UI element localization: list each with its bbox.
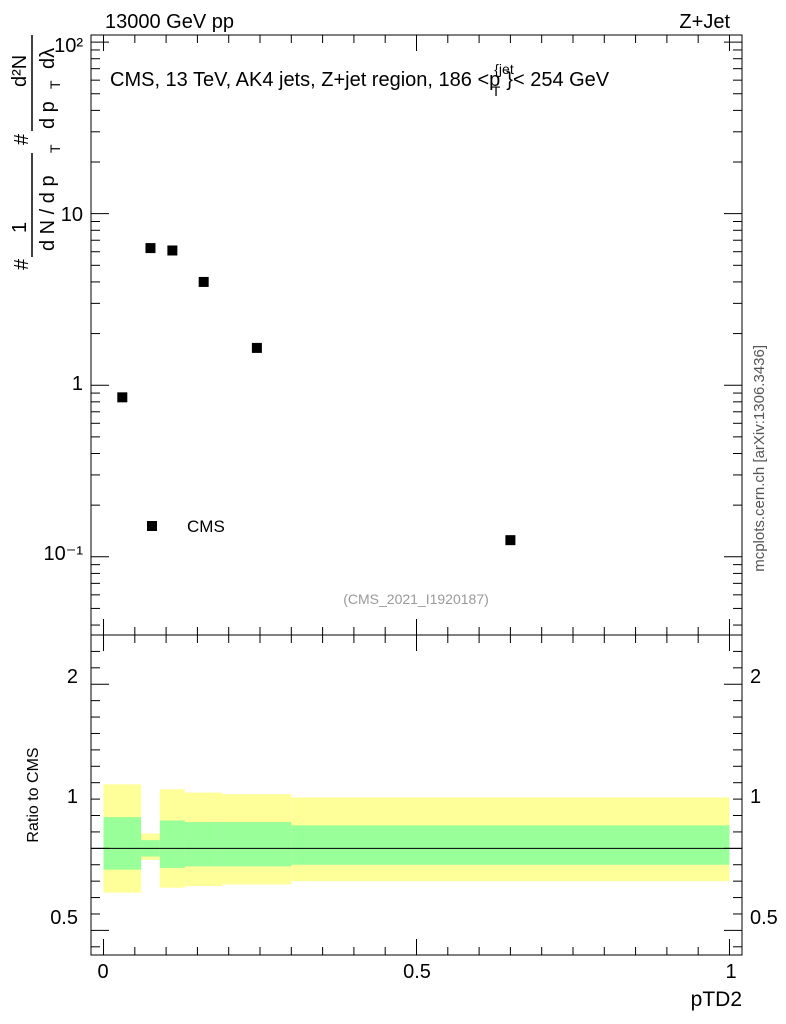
chart-title-sup: {jet (494, 61, 514, 77)
legend-label: CMS (187, 517, 225, 536)
ratio-bands (103, 784, 730, 893)
ratio-panel: 2 1 0.5 2 1 0.5 0 0.5 1 Ratio to CMS pTD… (25, 634, 778, 1011)
ratio-ytick-label-1: 1 (67, 786, 78, 808)
ratio-ytick-label-right-0p5: 0.5 (750, 907, 778, 929)
ratio-ytick-label-2: 2 (67, 666, 78, 688)
analysis-watermark: (CMS_2021_I1920187) (343, 591, 489, 607)
ytick-label-0p1: 10⁻¹ (44, 543, 84, 565)
ylabel-hash2: # (11, 133, 33, 145)
ratio-ytick-label-right-2: 2 (750, 666, 761, 688)
main-plot-ytick-labels: 10² 10 1 10⁻¹ (44, 35, 84, 565)
ratio-ytick-label-right-1: 1 (750, 786, 761, 808)
ylabel-hash1: # (11, 258, 33, 270)
ytick-label-10: 10 (61, 204, 83, 226)
ratio-ytick-label-0p5: 0.5 (50, 907, 78, 929)
header-right: Z+Jet (679, 11, 730, 33)
chart-title: CMS, 13 TeV, AK4 jets, Z+jet region, 186… (110, 61, 610, 99)
xtick-label-1: 1 (725, 961, 736, 983)
y-axis-label: # 1 d N / d p T # d²N d p T dλ (9, 35, 63, 270)
ratio-band-green (159, 820, 185, 869)
chart-title-tail: }< 254 GeV (506, 69, 610, 91)
ratio-band-green (184, 822, 223, 867)
ytick-label-100: 10² (54, 35, 83, 57)
header-left: 13000 GeV pp (105, 11, 234, 33)
ylabel-d2N: d²N (9, 55, 31, 87)
ratio-band-green (222, 822, 292, 867)
data-point (145, 243, 156, 254)
data-points (117, 243, 516, 546)
ylabel-T2: T (47, 80, 63, 89)
chart-title-sub: T (492, 83, 501, 99)
side-label: mcplots.cern.ch [arXiv:1306.3436] (751, 345, 768, 572)
x-axis-label: pTD2 (691, 988, 742, 1011)
data-point (167, 245, 178, 256)
data-point (117, 392, 128, 403)
main-plot-ticks (91, 35, 742, 635)
legend-marker (147, 521, 157, 531)
chart-title-main: CMS, 13 TeV, AK4 jets, Z+jet region, 186… (110, 69, 500, 91)
ratio-plot-ticks (91, 635, 742, 955)
data-point (251, 342, 262, 353)
ratio-band-green (291, 825, 730, 865)
main-plot-frame (90, 34, 743, 636)
ylabel-dN: d N / d p (37, 175, 59, 251)
ylabel-dlambda: dλ (37, 48, 59, 69)
ylabel-T: T (47, 144, 63, 153)
data-point (198, 276, 209, 287)
ylabel-one: 1 (9, 222, 31, 233)
ratio-y-axis-label: Ratio to CMS (25, 747, 42, 842)
ylabel-dpT: d p (37, 101, 59, 129)
ratio-band-green (103, 817, 142, 870)
xtick-label-0: 0 (97, 961, 108, 983)
xtick-label-0p5: 0.5 (403, 961, 431, 983)
main-plot-panel: 10² 10 1 10⁻¹ CMS, 13 TeV, AK4 jets, Z+j… (44, 34, 743, 636)
ytick-label-1: 1 (72, 373, 83, 395)
data-point (505, 535, 516, 546)
